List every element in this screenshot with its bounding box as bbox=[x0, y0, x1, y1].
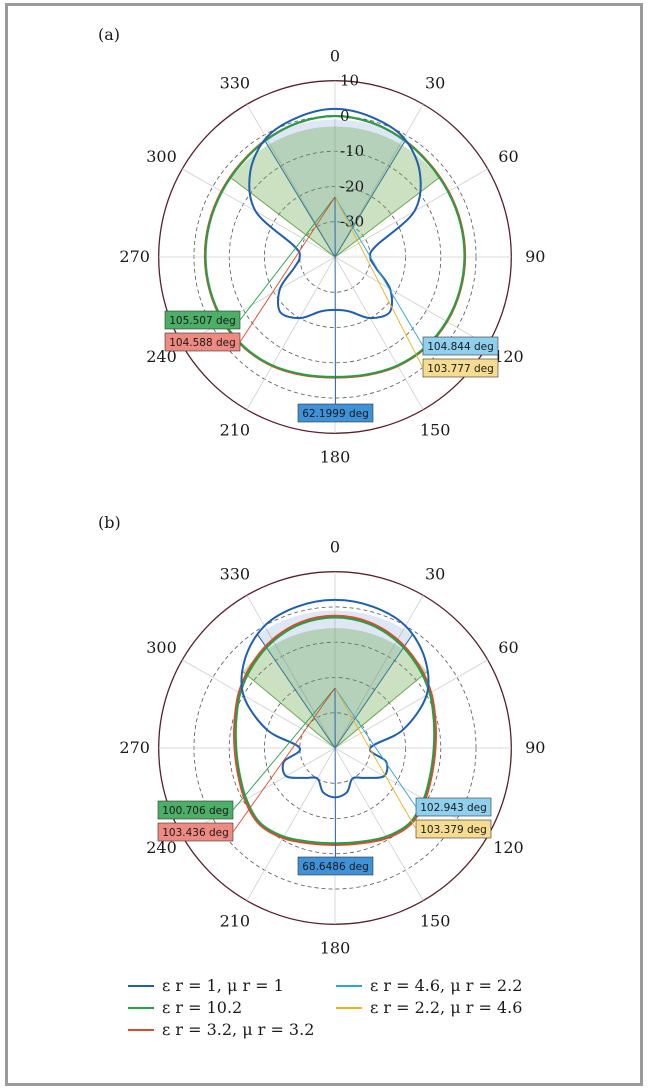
radial-ticks-a: 10 0 -10 -20 -30 bbox=[340, 72, 364, 231]
radial-tick-label: -30 bbox=[340, 213, 364, 231]
beam-fills-a bbox=[230, 119, 440, 258]
beam-sector-series2-edge bbox=[334, 671, 428, 749]
angle-tick-label: 330 bbox=[220, 565, 251, 584]
legend: ε r = 1, μ r = 1 ε r = 10.2 ε r = 3.2, μ r… bbox=[128, 976, 522, 1039]
angle-tick-label: 0 bbox=[330, 47, 340, 66]
angle-tick-label: 210 bbox=[220, 420, 251, 439]
beamwidth-labels-a: 105.507 deg 104.588 deg 104.844 deg 103.777… bbox=[164, 196, 499, 423]
angle-tick-label: 300 bbox=[146, 147, 177, 166]
angle-tick-label: 240 bbox=[146, 838, 177, 857]
grid-spoke bbox=[334, 256, 424, 410]
beamwidth-leader bbox=[334, 196, 424, 369]
beamwidth-labels-b: 100.706 deg 103.436 deg 102.943 deg 103.379… bbox=[157, 687, 492, 876]
radial-tick-label: 10 bbox=[340, 72, 359, 90]
beamwidth-label: 102.943 deg bbox=[420, 802, 487, 814]
beamwidth-label: 103.777 deg bbox=[427, 363, 494, 375]
beam-sector-series1-edge bbox=[334, 138, 407, 258]
beamwidth-label: 105.507 deg bbox=[169, 315, 236, 327]
beamwidth-leader bbox=[334, 196, 424, 347]
radial-tick-label: -20 bbox=[340, 177, 364, 195]
beamwidth-leader bbox=[239, 196, 336, 343]
angle-tick-label: 270 bbox=[119, 247, 150, 266]
grid-spoke bbox=[334, 659, 488, 749]
angle-tick-label: 150 bbox=[420, 420, 451, 439]
radial-tick-label: 0 bbox=[340, 107, 350, 125]
grid-spoke bbox=[246, 104, 336, 258]
beam-sector-series2-edge bbox=[334, 177, 440, 258]
grid-spoke bbox=[334, 747, 424, 901]
beam-sector-series2-edge bbox=[230, 177, 336, 258]
angle-tick-label: 180 bbox=[320, 447, 351, 466]
beam-sector-series1 bbox=[257, 610, 413, 748]
legend-entry: ε r = 4.6, μ r = 2.2 bbox=[370, 976, 522, 995]
angle-tick-label: 60 bbox=[498, 147, 518, 166]
legend-entry: ε r = 10.2 bbox=[162, 998, 242, 1017]
polar-grid-b bbox=[158, 571, 512, 925]
beam-sector-series1-edge bbox=[334, 634, 413, 749]
legend-entry: ε r = 1, μ r = 1 bbox=[162, 976, 284, 995]
beam-sector-series1-edge bbox=[257, 634, 336, 749]
beamwidth-label: 104.588 deg bbox=[169, 337, 236, 349]
beam-sector-series2 bbox=[231, 126, 439, 258]
angle-tick-label: 60 bbox=[498, 638, 518, 657]
grid-spoke bbox=[246, 595, 336, 749]
beamwidth-label: 100.706 deg bbox=[162, 805, 229, 817]
angle-tick-label: 0 bbox=[330, 538, 340, 557]
beamwidth-leader bbox=[334, 196, 336, 405]
grid-spoke bbox=[334, 256, 488, 346]
grid-spoke bbox=[182, 168, 336, 258]
angle-tick-label: 90 bbox=[525, 247, 545, 266]
angle-tick-label: 240 bbox=[146, 347, 177, 366]
panel-label-b: (b) bbox=[98, 513, 121, 532]
grid-spoke bbox=[182, 256, 336, 346]
angle-ticks-b: 0 30 60 90 120 150 180 210 240 270 300 330 bbox=[119, 538, 545, 958]
beamwidth-label: 68.6486 deg bbox=[302, 861, 369, 873]
angle-tick-label: 300 bbox=[146, 638, 177, 657]
panel-label-a: (a) bbox=[98, 25, 120, 44]
radial-tick-label: -10 bbox=[340, 142, 364, 160]
beam-sector-series1-edge bbox=[263, 138, 336, 258]
angle-tick-label: 30 bbox=[425, 74, 445, 93]
beam-sector-series2-edge bbox=[242, 671, 336, 749]
polar-chart-b: (b) 0 30 60 90 120 150 180 210 240 270 300 330 100.… bbox=[98, 513, 545, 957]
series-line-series3 bbox=[233, 614, 437, 847]
legend-entry: ε r = 3.2, μ r = 3.2 bbox=[162, 1020, 314, 1039]
beamwidth-label: 103.436 deg bbox=[162, 827, 229, 839]
beam-sector-series1 bbox=[263, 119, 407, 258]
beamwidth-leader bbox=[334, 687, 417, 808]
angle-tick-label: 120 bbox=[493, 838, 524, 857]
series-line-series2 bbox=[234, 616, 436, 845]
angle-tick-label: 30 bbox=[425, 565, 445, 584]
beamwidth-leader bbox=[232, 687, 336, 811]
beamwidth-leader bbox=[334, 687, 417, 830]
angle-tick-label: 270 bbox=[119, 738, 150, 757]
angle-tick-label: 330 bbox=[220, 74, 251, 93]
grid-spoke bbox=[334, 104, 424, 258]
beamwidth-label: 103.379 deg bbox=[420, 824, 487, 836]
grid-spoke bbox=[182, 747, 336, 837]
angle-tick-label: 120 bbox=[493, 347, 524, 366]
angle-tick-label: 150 bbox=[420, 911, 451, 930]
polar-grid-a bbox=[158, 80, 512, 434]
grid-spoke bbox=[246, 747, 336, 901]
beamwidth-leader bbox=[334, 687, 336, 858]
figure-frame bbox=[5, 3, 643, 1086]
angle-ticks-a: 0 30 60 90 120 150 180 210 240 270 300 330 bbox=[119, 47, 545, 467]
grid-spoke bbox=[182, 659, 336, 749]
grid-spoke bbox=[334, 168, 488, 258]
beamwidth-label: 62.1999 deg bbox=[302, 408, 369, 420]
beamwidth-label: 104.844 deg bbox=[427, 341, 494, 353]
legend-entry: ε r = 2.2, μ r = 4.6 bbox=[370, 998, 522, 1017]
grid-spoke bbox=[246, 256, 336, 410]
angle-tick-label: 90 bbox=[525, 738, 545, 757]
angle-tick-label: 180 bbox=[320, 938, 351, 957]
angle-tick-label: 210 bbox=[220, 911, 251, 930]
grid-spoke bbox=[334, 595, 424, 749]
beamwidth-leader bbox=[232, 687, 336, 833]
beamwidth-leader bbox=[239, 196, 336, 321]
